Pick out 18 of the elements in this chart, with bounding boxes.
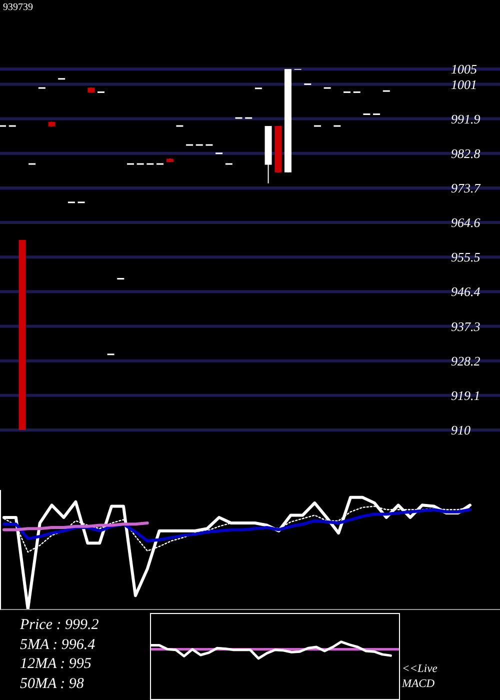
chart-title: 939739 <box>3 2 33 13</box>
text: Price : 999.2 <box>20 616 100 635</box>
y-tick-label: 973.7 <box>451 180 481 196</box>
text: 5MA : 996.4 <box>20 636 96 654</box>
y-tick-label: 1001 <box>451 76 477 92</box>
y-tick-label: 1005 <box>451 62 478 77</box>
y-tick-label: 937.3 <box>451 318 481 334</box>
y-tick-label: 946.4 <box>451 284 481 300</box>
y-tick-label: 991.9 <box>451 111 481 126</box>
text: 50MA : 98 <box>20 674 85 694</box>
y-tick-label: 928.2 <box>451 353 481 368</box>
text: 12MA : 995 <box>20 655 92 674</box>
y-tick-label: 910 <box>451 422 471 438</box>
y-tick-label: 955.5 <box>451 250 481 265</box>
text: <<Live MACD <box>402 662 438 692</box>
y-tick-label: 919.1 <box>451 388 480 403</box>
y-tick-label: 964.6 <box>451 215 481 230</box>
y-tick-label: 982.8 <box>451 146 481 161</box>
